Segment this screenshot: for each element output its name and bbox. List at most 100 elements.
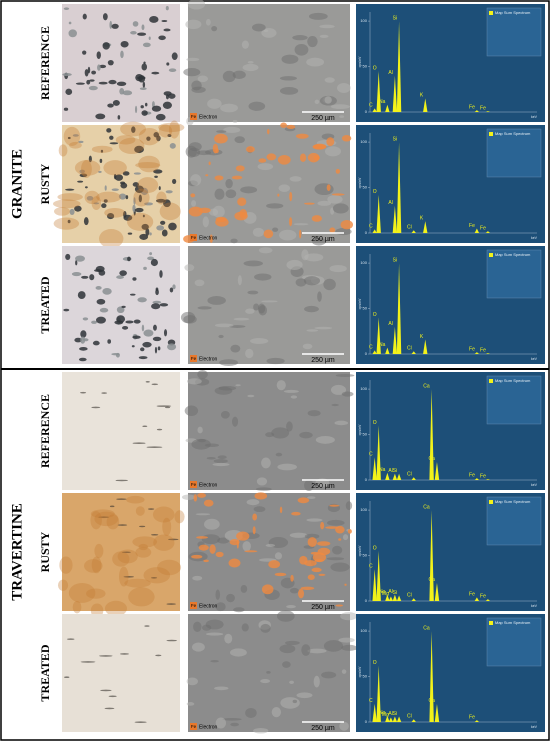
sem-texture	[302, 343, 313, 350]
photo-speck	[163, 28, 171, 32]
photo-speck	[72, 134, 79, 137]
rust-stain	[168, 120, 180, 139]
photo-speck	[153, 132, 160, 138]
photo-speck	[132, 335, 141, 339]
peak	[376, 317, 381, 354]
sem-image	[188, 246, 350, 364]
photo-speck	[138, 356, 148, 360]
photo-speck	[122, 90, 133, 96]
peak	[388, 717, 394, 722]
fe-badge-label: Fe	[191, 603, 197, 608]
rust-stain	[126, 495, 145, 504]
peak	[429, 389, 434, 480]
rust-stain	[138, 155, 160, 173]
rust-stain	[84, 190, 100, 205]
sem-fe-spot	[214, 133, 228, 144]
photo-speck	[137, 32, 147, 36]
peak-label: K	[420, 93, 424, 99]
sem-fe-spot	[196, 536, 209, 539]
photo-speck	[147, 256, 155, 261]
photo-speck	[78, 140, 84, 144]
photo-speck	[134, 105, 138, 114]
sem-fe-spot	[290, 574, 294, 582]
y-axis-label: cps/eV	[358, 545, 362, 556]
photo-speck	[84, 69, 89, 77]
photo-speck	[111, 23, 119, 29]
sem-texture	[314, 183, 334, 196]
photo-speck	[133, 197, 136, 205]
sem-texture	[323, 640, 344, 652]
fe-badge-label: Fe	[191, 235, 197, 240]
sem-fe-spot	[277, 154, 291, 165]
sem-fe-spot	[318, 573, 326, 576]
fe-badge	[190, 481, 197, 488]
photo-speck	[93, 202, 100, 205]
sem-texture	[246, 499, 260, 506]
sem-texture	[317, 291, 322, 302]
sem-texture	[191, 438, 211, 450]
photo-speck	[96, 298, 106, 305]
photo-speck	[134, 185, 144, 193]
sem-fe-spot	[279, 506, 283, 514]
photo-pore	[145, 380, 150, 383]
rust-stain	[74, 159, 101, 176]
rust-stain	[138, 128, 161, 146]
sem-texture	[293, 223, 309, 226]
photo-pore	[91, 406, 101, 409]
peak	[396, 716, 402, 722]
photo-speck	[134, 207, 144, 213]
peak	[485, 599, 491, 601]
photo-speck	[168, 93, 176, 99]
sem-texture	[266, 203, 284, 209]
photo-speck	[62, 72, 72, 77]
peak	[411, 230, 416, 233]
sem-texture	[306, 329, 319, 332]
photo-speck	[102, 13, 108, 21]
sem-texture	[265, 543, 276, 547]
photo-speck	[99, 158, 103, 164]
peak-label: Cl	[407, 225, 412, 231]
sem-fe-spot	[190, 193, 196, 198]
sem-texture	[266, 671, 271, 674]
photo-speck	[139, 149, 142, 153]
photo-speck	[154, 346, 158, 354]
sample-photo	[62, 493, 180, 611]
photo-speck	[77, 180, 84, 183]
legend-label: Map Sum Spectrum	[495, 252, 531, 257]
sem-texture	[197, 369, 208, 379]
photo-speck	[79, 173, 88, 178]
sem-texture	[261, 28, 277, 38]
y-tick-label: 0	[365, 230, 368, 235]
peak	[434, 461, 440, 480]
peak	[372, 457, 377, 480]
sem-texture	[183, 315, 197, 324]
y-axis-label: cps/eV	[358, 56, 362, 67]
peak	[411, 598, 416, 601]
peak	[474, 228, 480, 233]
x-axis-label: keV	[531, 483, 538, 487]
sem-texture	[290, 395, 298, 399]
sem-texture	[289, 680, 295, 684]
photo-speck	[109, 142, 119, 145]
photo-speck	[111, 353, 120, 356]
sem-fe-spot	[214, 175, 224, 181]
peak-label: Al	[388, 321, 392, 327]
photo-speck	[121, 305, 126, 308]
peak	[392, 326, 398, 354]
rust-stain	[143, 567, 171, 584]
sem-texture	[205, 632, 224, 636]
sem-texture	[309, 12, 328, 20]
sem-texture	[261, 457, 271, 469]
photo-speck	[133, 172, 141, 175]
sem-fe-spot	[209, 544, 216, 554]
photo-speck	[152, 300, 162, 304]
sem-fe-spot	[291, 511, 301, 516]
sem-fe-spot	[252, 526, 256, 535]
photo-speck	[79, 346, 88, 351]
sample-photo	[62, 372, 180, 490]
peak-label: K	[420, 334, 424, 340]
photo-pore	[116, 498, 127, 500]
photo-speck	[89, 79, 95, 82]
sem-fe-spot	[188, 206, 203, 217]
sem-texture	[279, 229, 297, 241]
